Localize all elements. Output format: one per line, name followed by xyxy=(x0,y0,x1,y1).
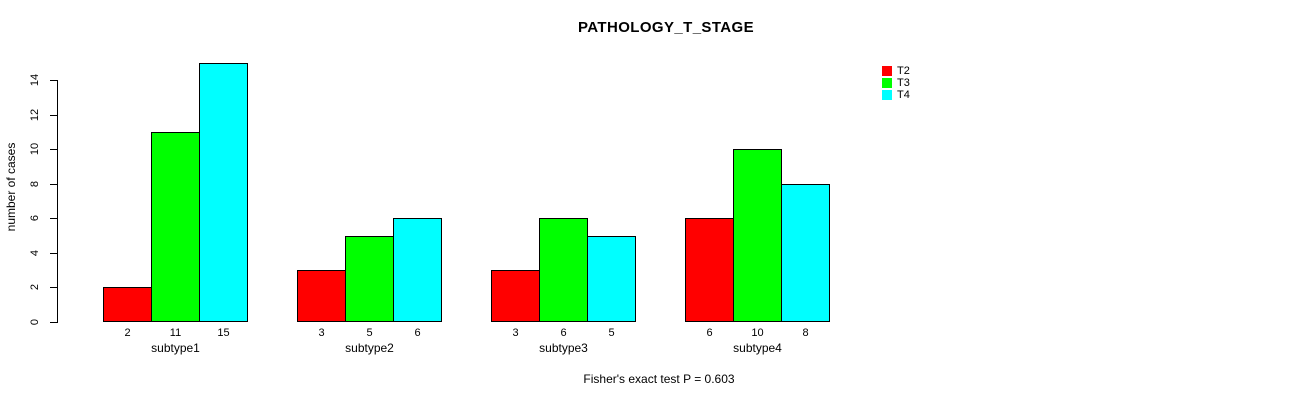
y-tick-label: 4 xyxy=(29,249,41,257)
legend-row-T4: T4 xyxy=(882,89,910,101)
bar-subtype1-T4 xyxy=(199,63,248,322)
legend-swatch-T2 xyxy=(882,66,892,76)
bar-subtype4-T4 xyxy=(781,184,830,322)
legend-label: T2 xyxy=(897,65,910,77)
y-tick xyxy=(50,80,57,81)
bar-value-label: 6 xyxy=(414,327,421,339)
bar-subtype1-T3 xyxy=(151,132,200,322)
y-tick-label: 6 xyxy=(29,214,41,222)
bar-subtype4-T3 xyxy=(733,149,782,322)
y-tick xyxy=(50,184,57,185)
y-tick-label: 10 xyxy=(29,142,41,156)
bar-value-label: 3 xyxy=(512,327,519,339)
bar-value-label: 11 xyxy=(169,327,182,339)
bar-value-label: 3 xyxy=(318,327,325,339)
bar-value-label: 5 xyxy=(608,327,615,339)
bar-subtype2-T3 xyxy=(345,236,394,322)
bar-subtype3-T2 xyxy=(491,270,540,322)
footer-note: Fisher's exact test P = 0.603 xyxy=(583,372,735,386)
bar-value-label: 2 xyxy=(124,327,131,339)
y-tick xyxy=(50,287,57,288)
bar-subtype3-T3 xyxy=(539,218,588,322)
bar-value-label: 15 xyxy=(217,327,230,339)
y-tick xyxy=(50,115,57,116)
bar-subtype4-T2 xyxy=(685,218,734,322)
y-tick xyxy=(50,322,57,323)
y-axis-label: number of cases xyxy=(4,142,18,232)
bar-value-label: 6 xyxy=(560,327,567,339)
chart-title: PATHOLOGY_T_STAGE xyxy=(578,19,754,36)
bar-value-label: 10 xyxy=(751,327,764,339)
legend-row-T3: T3 xyxy=(882,77,910,89)
bar-value-label: 5 xyxy=(366,327,373,339)
legend-swatch-T3 xyxy=(882,78,892,88)
group-label-subtype2: subtype2 xyxy=(345,341,394,355)
y-tick-label: 0 xyxy=(29,318,41,326)
legend-swatch-T4 xyxy=(882,90,892,100)
bar-subtype2-T2 xyxy=(297,270,346,322)
legend: T2 T3 T4 xyxy=(882,66,910,102)
y-tick-label: 14 xyxy=(29,73,41,87)
y-tick xyxy=(50,253,57,254)
y-tick-label: 2 xyxy=(29,283,41,291)
legend-row-T2: T2 xyxy=(882,65,910,77)
bar-subtype3-T4 xyxy=(587,236,636,322)
y-axis-line xyxy=(57,80,58,323)
y-tick xyxy=(50,149,57,150)
bar-value-label: 6 xyxy=(706,327,713,339)
y-tick xyxy=(50,218,57,219)
group-label-subtype3: subtype3 xyxy=(539,341,588,355)
legend-label: T4 xyxy=(897,89,910,101)
bar-subtype1-T2 xyxy=(103,287,152,322)
y-tick-label: 12 xyxy=(29,108,41,122)
group-label-subtype1: subtype1 xyxy=(151,341,200,355)
y-tick-label: 8 xyxy=(29,180,41,188)
group-label-subtype4: subtype4 xyxy=(733,341,782,355)
bar-subtype2-T4 xyxy=(393,218,442,322)
bar-value-label: 8 xyxy=(802,327,809,339)
legend-label: T3 xyxy=(897,77,910,89)
